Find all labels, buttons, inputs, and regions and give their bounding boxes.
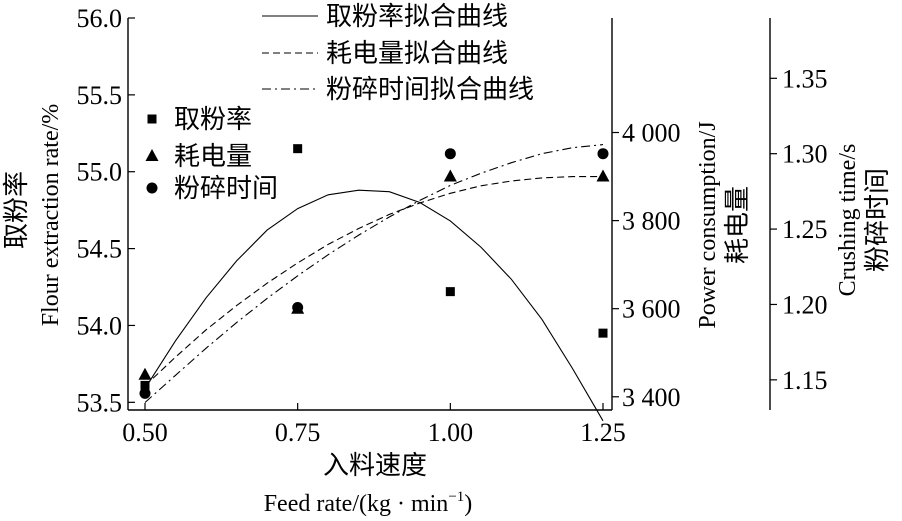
left-axis-label-en: Flour extraction rate/% xyxy=(38,104,64,327)
right2-axis-label-en: Crushing time/s xyxy=(835,144,861,297)
data-point-triangle xyxy=(596,169,610,182)
right1-axis-label-en: Power consumption/J xyxy=(695,121,721,328)
fit-line-solid xyxy=(144,189,604,422)
data-point-circle xyxy=(444,148,456,160)
legend-marker-swatch xyxy=(146,182,158,194)
left-tick-label: 53.5 xyxy=(77,388,123,417)
data-point-circle xyxy=(292,301,304,313)
x-tick-label: 1.25 xyxy=(580,418,626,447)
legend-line-label: 耗电量拟合曲线 xyxy=(326,39,508,69)
data-point-square xyxy=(445,287,455,297)
left-axis-label-cn: 取粉率 xyxy=(2,171,32,249)
data-point-square xyxy=(293,144,303,154)
right2-tick-label: 1.15 xyxy=(782,366,828,395)
right1-axis-label-cn: 耗电量 xyxy=(723,186,753,264)
left-tick-label: 55.0 xyxy=(77,158,123,187)
fit-line-dashed xyxy=(144,176,603,387)
left-tick-label: 55.5 xyxy=(77,81,123,110)
x-axis-label-cn: 入料速度 xyxy=(323,451,427,481)
x-tick-label: 1.00 xyxy=(428,418,474,447)
right1-tick-label: 4 000 xyxy=(622,119,681,148)
x-axis-label-en: Feed rate/(kg · min−1) xyxy=(264,489,473,517)
data-markers xyxy=(138,144,610,399)
data-point-circle xyxy=(597,148,609,160)
legend-line-label: 粉碎时间拟合曲线 xyxy=(326,75,534,105)
legend-marker-label: 取粉率 xyxy=(174,105,252,135)
right1-tick-label: 3 800 xyxy=(622,207,681,236)
right2-tick-label: 1.25 xyxy=(782,215,828,244)
legend-line-label: 取粉率拟合曲线 xyxy=(326,2,508,32)
axes: 0.50 0.75 1.00 1.25 53.5 54.0 54.5 55.0 55.5 56.0… xyxy=(77,4,828,447)
legend-marker-swatch xyxy=(145,149,159,161)
data-point-triangle xyxy=(138,367,152,380)
data-point-square xyxy=(140,380,150,390)
legend-marker-label: 粉碎时间 xyxy=(174,174,278,204)
x-tick-label: 0.50 xyxy=(122,418,168,447)
axis-titles: 入料速度 Feed rate/(kg · min−1) 取粉率 Flour ex… xyxy=(2,104,893,517)
data-point-circle xyxy=(139,387,151,399)
left-tick-label: 54.0 xyxy=(77,311,123,340)
data-point-triangle xyxy=(443,169,457,182)
fit-line-dashdot xyxy=(144,144,604,403)
x-tick-label: 0.75 xyxy=(275,418,321,447)
fit-lines xyxy=(144,144,604,422)
legend-marker-swatch xyxy=(147,114,157,124)
right1-tick-label: 3 600 xyxy=(622,295,681,324)
right2-axis-label-cn: 粉碎时间 xyxy=(863,168,893,272)
right2-tick-label: 1.35 xyxy=(782,64,828,93)
right2-tick-label: 1.30 xyxy=(782,140,828,169)
right2-tick-label: 1.20 xyxy=(782,290,828,319)
data-point-square xyxy=(598,328,608,338)
left-tick-label: 54.5 xyxy=(77,235,123,264)
right1-tick-label: 3 400 xyxy=(622,383,681,412)
left-tick-label: 56.0 xyxy=(77,4,123,33)
legend-marker-label: 耗电量 xyxy=(174,142,252,172)
